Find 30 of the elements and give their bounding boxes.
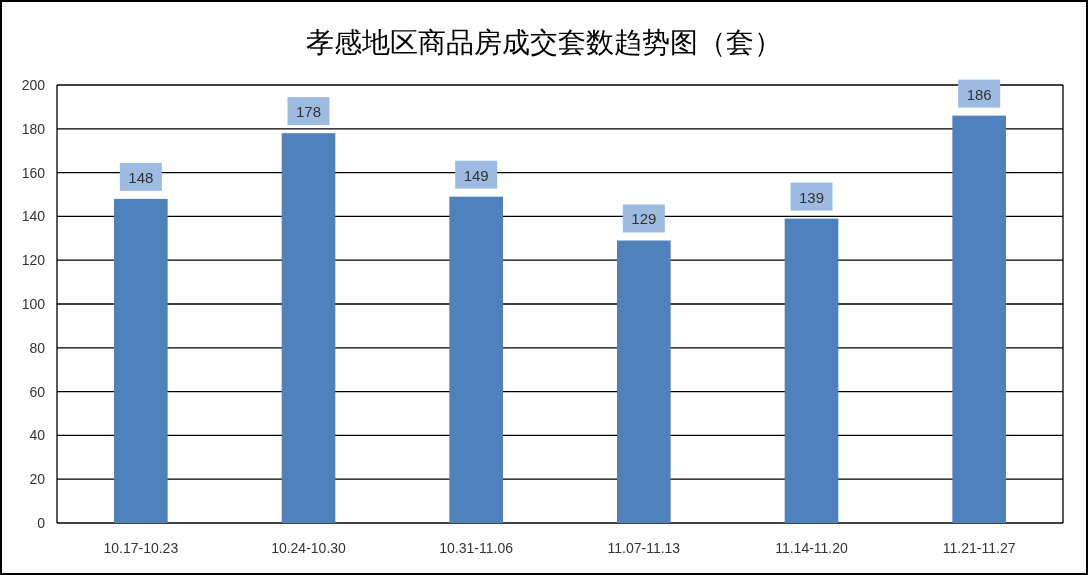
bar — [281, 133, 336, 523]
data-label: 148 — [128, 168, 154, 186]
x-tick-label: 10.31-11.06 — [439, 540, 514, 556]
x-tick-label: 10.24-10.30 — [271, 540, 347, 556]
y-tick-label: 100 — [21, 296, 46, 312]
x-tick-label: 11.21-11.27 — [942, 540, 1016, 556]
y-tick-label: 60 — [29, 383, 46, 400]
data-label: 139 — [798, 188, 825, 206]
y-tick-label: 0 — [37, 515, 46, 531]
chart-title: 孝感地区商品房成交套数趋势图（套） — [306, 26, 782, 59]
y-tick-label: 40 — [29, 427, 46, 444]
bar — [952, 115, 1006, 523]
data-label: 186 — [966, 85, 992, 103]
y-tick-label: 200 — [21, 77, 46, 93]
x-tick-label: 10.17-10.23 — [103, 540, 179, 556]
data-label: 149 — [463, 166, 489, 184]
y-tick-label: 20 — [29, 471, 46, 488]
y-tick-label: 160 — [21, 164, 46, 181]
data-label: 129 — [631, 210, 657, 228]
y-tick-label: 140 — [21, 208, 46, 225]
y-tick-label: 180 — [21, 120, 46, 137]
x-tick-label: 11.14-11.20 — [775, 540, 849, 556]
x-tick-label: 11.07-11.13 — [607, 540, 681, 556]
y-tick-label: 120 — [21, 252, 46, 269]
y-tick-label: 80 — [29, 339, 46, 356]
bar — [617, 240, 671, 523]
bar — [114, 198, 168, 523]
bar — [784, 218, 839, 523]
bar — [449, 196, 503, 523]
data-label: 178 — [295, 103, 322, 121]
